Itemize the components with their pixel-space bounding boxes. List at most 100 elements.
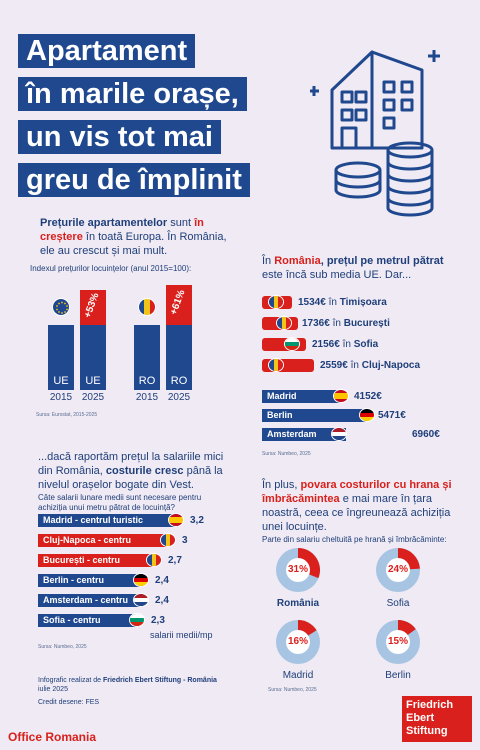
salary-unit: salarii medii/mp: [150, 630, 213, 640]
intro-bold: Prețurile apartamentelor: [40, 217, 168, 229]
city-value: 1534€: [298, 297, 326, 308]
bar-ue-2025: UE: [80, 325, 106, 390]
logo-line-2: Ebert: [406, 712, 435, 724]
city-prep: în: [328, 297, 337, 308]
salary-value: 2,4: [155, 595, 169, 606]
city-name: Cluj-Napoca: [361, 360, 421, 371]
donut-percent: 31%: [287, 564, 308, 575]
salary-bar: București - centru: [38, 554, 156, 567]
bar-ro-2015: RO: [134, 325, 160, 390]
country-flag-icon: [160, 533, 176, 547]
bar-madrid: Madrid: [262, 390, 342, 403]
intro-red: România: [274, 255, 321, 267]
city-value: 2559€: [320, 360, 348, 371]
city-value: 2156€: [312, 339, 340, 350]
intro-text-b: până la nivelul orașelor bogate din Vest…: [38, 465, 223, 491]
de-flag-icon: [359, 408, 375, 422]
country-flag-icon: [129, 613, 145, 627]
city-name: Sofia: [353, 339, 379, 350]
section4-subtitle: Parte din salariu cheltuită pe hrană și …: [262, 535, 447, 544]
source-numbeo-3: Sursa: Numbeo, 2025: [268, 687, 317, 693]
donut-city: Madrid: [282, 670, 314, 681]
city-row-bucuresti: 1736€ în București: [302, 317, 390, 331]
country-flag-icon: [168, 513, 184, 527]
credit-org: Friedrich Ebert Stiftung - România: [102, 677, 217, 684]
section2-intro: În România, prețul pe metrul pătrat este…: [262, 254, 462, 282]
credit-date: iulie 2025: [38, 686, 68, 693]
donut-hole: [286, 558, 310, 582]
salary-bar: Amsterdam - centru: [38, 594, 143, 607]
salary-value: 2,7: [168, 555, 182, 566]
donut-city: Sofia: [386, 598, 410, 609]
value-amsterdam: 6960€: [412, 429, 440, 440]
bar-label: UE: [85, 375, 101, 387]
intro-text-b: în toată Europa. În România, ele au cres…: [40, 231, 227, 257]
source-eurostat: Sursa: Eurostat, 2015-2025: [36, 412, 98, 418]
donut-percent: 16%: [287, 636, 308, 647]
donut-hole: [286, 630, 310, 654]
country-flag-icon: [133, 573, 149, 587]
bar-label: UE: [53, 375, 69, 387]
title-line-3: un vis tot mai: [18, 120, 221, 154]
ro-flag-icon: [268, 358, 284, 372]
donut-percent: 15%: [387, 636, 408, 647]
bar-berlin: Berlin: [262, 409, 368, 422]
city-prep: în: [350, 360, 359, 371]
intro-text-a: sunt: [167, 217, 195, 229]
donut-hole: [386, 558, 410, 582]
title-line-2: în marile orașe,: [18, 77, 247, 111]
salary-value: 3,2: [190, 515, 204, 526]
pct-label: +61%: [168, 288, 188, 317]
donut-city: Berlin: [385, 670, 411, 681]
year-label: 2025: [167, 392, 191, 403]
es-flag-icon: [333, 389, 349, 403]
donut-chart: [276, 620, 320, 664]
value-madrid: 4152€: [354, 391, 382, 402]
intro-text-a: În: [262, 255, 275, 267]
year-label: 2015: [135, 392, 159, 403]
salary-value: 2,4: [155, 575, 169, 586]
city-name: Timișoara: [339, 297, 387, 308]
city-prep: în: [332, 318, 341, 329]
building-coins-illustration: [310, 50, 440, 217]
footer-credit: Infografic realizat de Friedrich Ebert S…: [38, 676, 217, 707]
nl-flag-icon: [331, 427, 347, 441]
index-label: Indexul prețurilor locuințelor (anul 201…: [30, 264, 192, 273]
salary-value: 3: [182, 535, 188, 546]
fes-logo: Friedrich Ebert Stiftung: [402, 696, 472, 742]
logo-line-3: Stiftung: [406, 725, 448, 737]
salary-bar: Cluj-Napoca - centru: [38, 534, 170, 547]
country-flag-icon: [133, 593, 149, 607]
intro-text-b: e mai mare în țara noastră, ceea ce îngr…: [262, 493, 451, 533]
source-numbeo-2: Sursa: Numbeo, 2025: [38, 644, 87, 650]
bar-label: RO: [138, 375, 156, 387]
intro-red: în creștere: [40, 217, 204, 243]
section4-intro: În plus, povara costurilor cu hrana și î…: [262, 478, 462, 534]
bar-ro-2025: RO: [166, 325, 192, 390]
country-flag-icon: [146, 553, 162, 567]
city-row-cluj: 2559€ în Cluj-Napoca: [320, 359, 420, 373]
title-line-4: greu de împlinit: [18, 163, 250, 197]
intro-red: povara costurilor cu hrana și îmbrăcămin…: [262, 479, 452, 505]
ro-flag-icon: [138, 298, 156, 316]
salary-bar: Berlin - centru: [38, 574, 143, 587]
section3-intro: ...dacă raportăm prețul la salariile mic…: [38, 450, 238, 492]
donut-percent: 24%: [387, 564, 408, 575]
section3-question: Câte salarii lunare medii sunt necesare …: [38, 493, 202, 512]
donut-hole: [386, 630, 410, 654]
city-row-timisoara: 1534€ în Timișoara: [298, 296, 387, 310]
city-value: 1736€: [302, 318, 330, 329]
bar-ro-increase: +61%: [166, 285, 192, 325]
section1-intro: Prețurile apartamentelor sunt în creșter…: [40, 216, 230, 258]
donut-city: România: [276, 598, 320, 609]
ro-flag-icon: [268, 295, 284, 309]
salary-bar: Sofia - centru: [38, 614, 139, 627]
bar-label: RO: [170, 375, 188, 387]
donut-chart: [376, 548, 420, 592]
intro-text-a: ...dacă raportăm prețul la salariile mic…: [38, 451, 224, 477]
source-numbeo-1: Sursa: Numbeo, 2025: [262, 451, 311, 457]
bar-ue-2015: UE: [48, 325, 74, 390]
salary-bar: Madrid - centrul turistic: [38, 514, 178, 527]
bar-amsterdam: Amsterdam: [262, 428, 346, 441]
ro-flag-icon: [276, 316, 292, 330]
